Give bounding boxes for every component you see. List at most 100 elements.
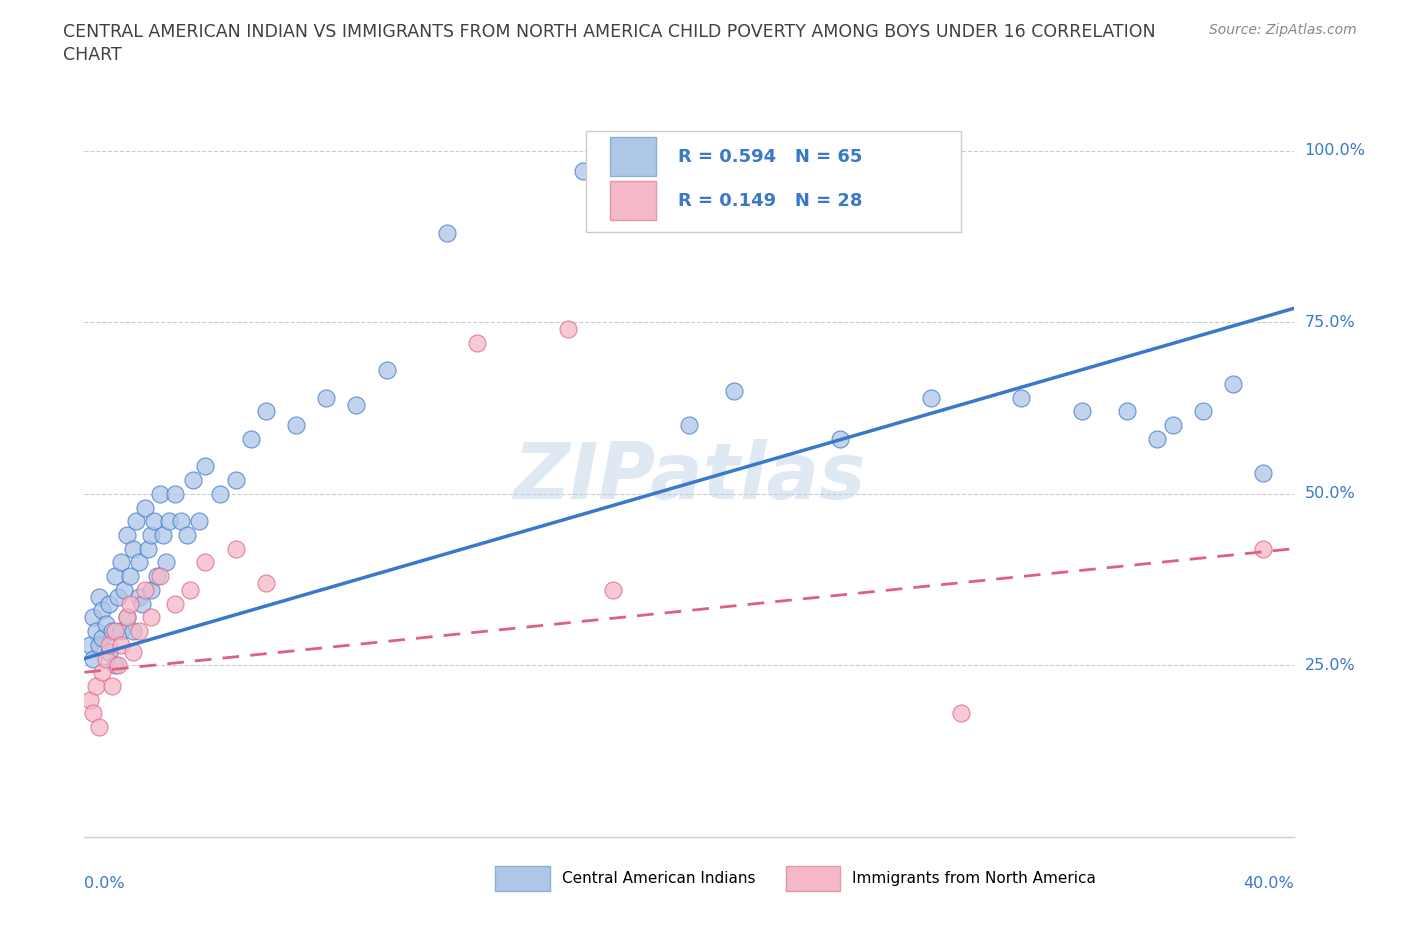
Point [104, 569, 127, 584]
Point [176, 527, 198, 542]
Text: 50.0%: 50.0% [1305, 486, 1355, 501]
Point [110, 637, 132, 652]
Point [136, 541, 159, 556]
Point [1222, 377, 1244, 392]
Point [723, 383, 745, 398]
Point [557, 322, 579, 337]
Point [86, 624, 108, 639]
Text: Immigrants from North America: Immigrants from North America [852, 870, 1097, 886]
Point [107, 658, 129, 672]
FancyBboxPatch shape [610, 137, 657, 177]
FancyBboxPatch shape [495, 866, 550, 891]
Point [225, 541, 247, 556]
Point [89, 637, 111, 652]
Point [181, 472, 204, 487]
Point [112, 582, 135, 597]
Point [467, 336, 489, 351]
Text: 40.0%: 40.0% [1243, 876, 1294, 891]
Point [94, 651, 117, 666]
Point [121, 644, 143, 659]
Point [225, 472, 247, 487]
Point [149, 569, 172, 584]
Point [97, 596, 120, 611]
Point [97, 644, 120, 659]
Point [254, 404, 277, 418]
Point [375, 363, 398, 378]
Point [146, 569, 169, 584]
Point [209, 486, 232, 501]
Point [139, 582, 162, 597]
Point [121, 624, 143, 639]
Point [142, 513, 165, 528]
Point [104, 624, 127, 639]
Point [149, 486, 172, 501]
Point [830, 432, 852, 446]
Point [678, 418, 700, 432]
Point [94, 617, 117, 631]
Text: ZIPatlas: ZIPatlas [513, 439, 865, 514]
FancyBboxPatch shape [610, 180, 657, 220]
Point [188, 513, 211, 528]
Text: 100.0%: 100.0% [1305, 143, 1365, 158]
Point [100, 679, 122, 694]
Point [165, 486, 187, 501]
Text: 0.0%: 0.0% [84, 876, 125, 891]
Text: CHART: CHART [63, 46, 122, 64]
Point [100, 624, 122, 639]
Point [125, 513, 148, 528]
Point [121, 541, 143, 556]
Point [110, 555, 132, 570]
Point [115, 610, 138, 625]
Point [82, 651, 104, 666]
Point [97, 637, 120, 652]
Text: Source: ZipAtlas.com: Source: ZipAtlas.com [1209, 23, 1357, 37]
Point [118, 596, 141, 611]
Point [91, 603, 114, 618]
Point [118, 569, 141, 584]
FancyBboxPatch shape [786, 866, 841, 891]
Point [139, 610, 162, 625]
Point [920, 391, 942, 405]
Point [315, 391, 337, 405]
Text: R = 0.594   N = 65: R = 0.594 N = 65 [678, 148, 862, 166]
Text: 75.0%: 75.0% [1305, 314, 1355, 329]
Point [131, 596, 153, 611]
Point [1116, 404, 1139, 418]
Point [157, 513, 180, 528]
Point [1192, 404, 1215, 418]
Point [82, 706, 104, 721]
Point [165, 596, 187, 611]
Point [1161, 418, 1184, 432]
Point [1253, 466, 1275, 481]
Point [128, 555, 150, 570]
Point [239, 432, 262, 446]
Point [89, 720, 111, 735]
Point [89, 590, 111, 604]
Point [79, 637, 101, 652]
Point [285, 418, 308, 432]
Text: Central American Indians: Central American Indians [562, 870, 755, 886]
Point [194, 458, 217, 473]
Point [107, 590, 129, 604]
Point [139, 527, 162, 542]
Point [194, 555, 217, 570]
Point [950, 706, 973, 721]
Point [436, 225, 458, 240]
Point [572, 164, 595, 179]
Point [115, 527, 138, 542]
Point [134, 582, 156, 597]
Point [104, 658, 127, 672]
Text: 25.0%: 25.0% [1305, 658, 1355, 673]
Point [91, 631, 114, 645]
Point [1146, 432, 1168, 446]
Point [115, 610, 138, 625]
Point [128, 590, 150, 604]
Point [155, 555, 177, 570]
Point [134, 500, 156, 515]
Point [1011, 391, 1033, 405]
Point [110, 624, 132, 639]
Point [82, 610, 104, 625]
Point [346, 397, 368, 412]
Point [128, 624, 150, 639]
Point [602, 582, 624, 597]
